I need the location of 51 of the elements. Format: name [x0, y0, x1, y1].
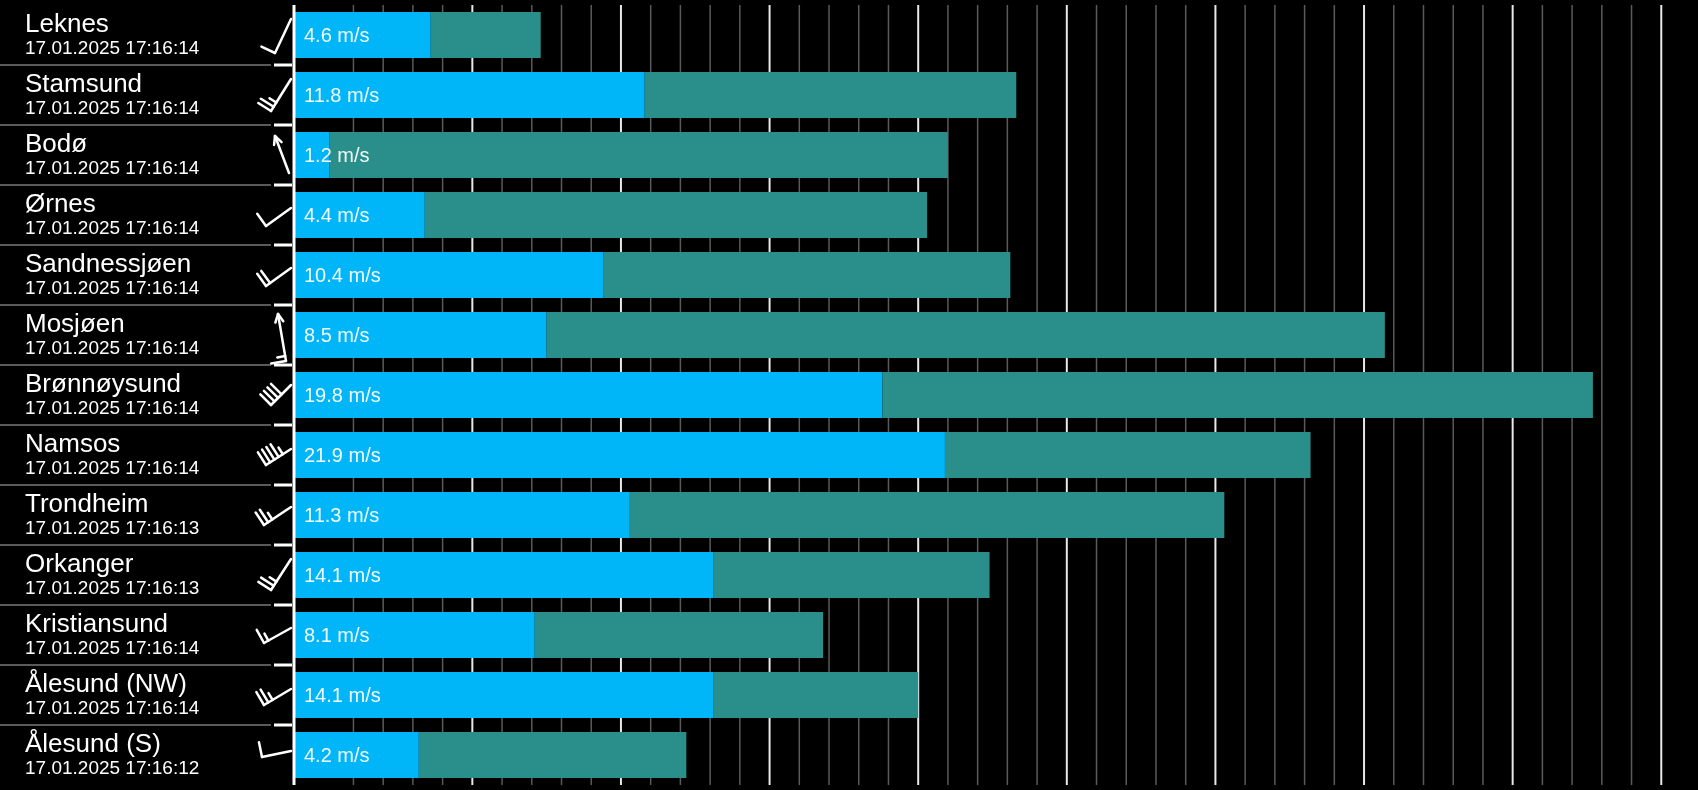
data-label: 21.9 m/s	[304, 444, 381, 466]
bar	[629, 492, 1225, 538]
bar	[882, 372, 1593, 418]
bar	[944, 432, 1311, 478]
data-label: 11.8 m/s	[304, 84, 380, 106]
bar	[294, 252, 604, 298]
data-label: 14.1 m/s	[304, 684, 381, 706]
y-tick-label: Trondheim 17.01.2025 17:16:13	[25, 488, 200, 538]
y-tick-label: Ørnes 17.01.2025 17:16:14	[25, 188, 200, 238]
data-label: 8.5 m/s	[304, 324, 370, 346]
y-tick-label: Leknes 17.01.2025 17:16:14	[25, 8, 200, 58]
data-label: 14.1 m/s	[304, 564, 381, 586]
bar	[713, 672, 919, 718]
data-label: 4.2 m/s	[304, 744, 370, 766]
bar	[603, 252, 1011, 298]
data-label: 10.4 m/s	[304, 264, 381, 286]
bar	[713, 552, 990, 598]
y-tick-label: Ålesund (NW) 17.01.2025 17:16:14	[25, 668, 200, 718]
bar	[294, 192, 425, 238]
bar	[294, 492, 630, 538]
data-label: 4.6 m/s	[304, 24, 370, 46]
y-tick-label: Ålesund (S) 17.01.2025 17:16:12	[25, 728, 200, 778]
bar	[534, 612, 824, 658]
bar	[294, 372, 883, 418]
y-tick-label: Bodø 17.01.2025 17:16:14	[25, 128, 200, 178]
bar	[294, 672, 714, 718]
data-label: 1.2 m/s	[304, 144, 370, 166]
bar	[424, 192, 928, 238]
bar	[644, 72, 1017, 118]
data-label: 11.3 m/s	[304, 504, 380, 526]
bar	[294, 552, 714, 598]
bar	[294, 432, 945, 478]
y-tick-label: Orkanger 17.01.2025 17:16:13	[25, 548, 200, 598]
bar	[430, 12, 541, 58]
bar	[294, 612, 535, 658]
y-tick-label: Sandnessjøen 17.01.2025 17:16:14	[25, 248, 200, 298]
bar	[294, 12, 431, 58]
bar	[294, 312, 547, 358]
y-tick-label: Kristiansund 17.01.2025 17:16:14	[25, 608, 200, 658]
y-tick-label: Stamsund 17.01.2025 17:16:14	[25, 68, 200, 118]
bar	[294, 732, 419, 778]
data-label: 4.4 m/s	[304, 204, 370, 226]
data-label: 19.8 m/s	[304, 384, 381, 406]
data-label: 8.1 m/s	[304, 624, 370, 646]
y-tick-label: Brønnøysund 17.01.2025 17:16:14	[25, 368, 200, 418]
bar	[329, 132, 948, 178]
bar	[294, 72, 645, 118]
y-tick-label: Mosjøen 17.01.2025 17:16:14	[25, 308, 200, 358]
y-tick-label: Namsos 17.01.2025 17:16:14	[25, 428, 200, 478]
bar	[546, 312, 1385, 358]
bar	[418, 732, 687, 778]
